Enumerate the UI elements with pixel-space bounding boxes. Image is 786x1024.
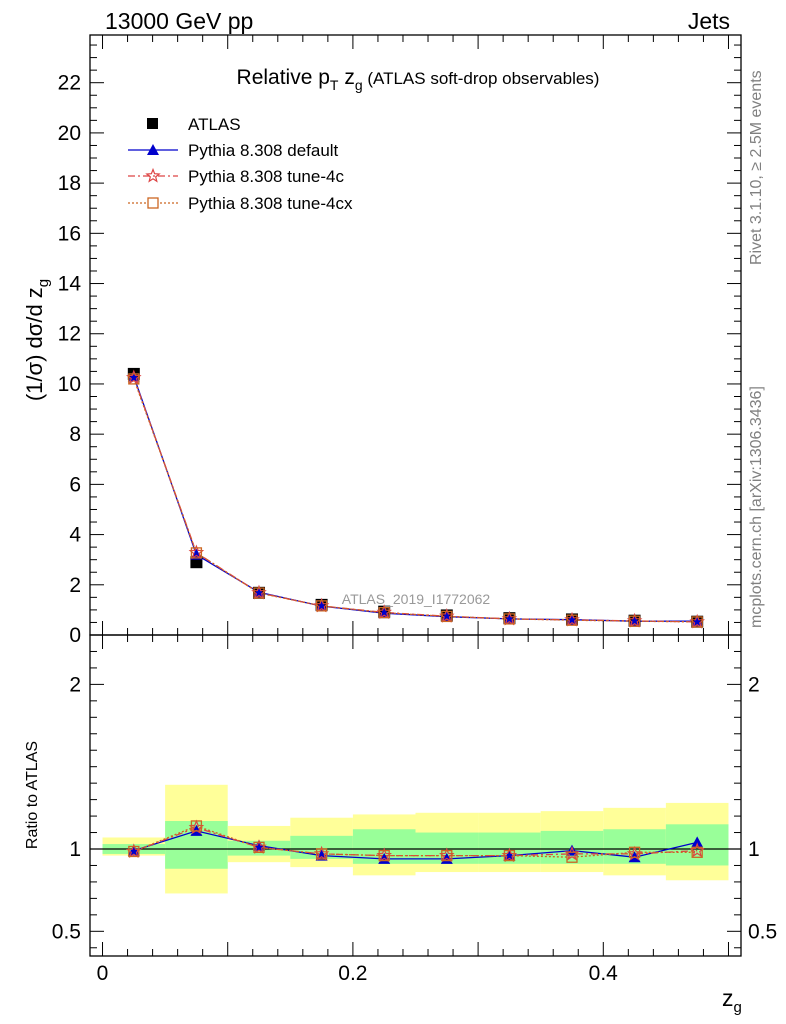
point-pythia-8-308-tune-4cx — [253, 587, 265, 599]
rivet-label: Rivet 3.1.10, ≥ 2.5M events — [748, 70, 765, 265]
ratio-point-pythia-8-308-tune-4cx — [566, 851, 578, 863]
ratio-line-pythia-8-308-tune-4c — [133, 826, 698, 857]
ratio-point-pythia-8-308-tune-4cx — [253, 841, 265, 854]
main-ytick-label: 12 — [58, 323, 81, 346]
title-mid: z — [338, 66, 354, 89]
main-ytick-label: 10 — [58, 373, 81, 396]
main-ticks: 0 2 4 6 8 10 12 14 16 18 20 22 — [58, 35, 741, 647]
main-ytick-label: 6 — [69, 473, 81, 496]
main-ytick-label: 18 — [58, 172, 81, 195]
legend-marker-tune4cx — [147, 197, 159, 209]
main-ytick-label: 20 — [58, 122, 81, 145]
ratio-point-pythia-8-308-tune-4cx — [441, 849, 453, 862]
point-pythia-8-308-tune-4cx — [128, 373, 140, 385]
analysis-watermark: ATLAS_2019_I1772062 — [342, 591, 491, 607]
legend-item-atlas: ATLAS — [147, 115, 241, 134]
ratio-point-pythia-8-308-tune-4cx — [190, 820, 203, 832]
main-ytick-label: 14 — [58, 273, 82, 296]
main-ytick-label: 4 — [69, 524, 81, 547]
point-pythia-8-308-tune-4cx — [566, 614, 578, 626]
mcplots-label: mcplots.cern.ch [arXiv:1306.3436] — [748, 386, 765, 628]
main-ytick-label: 8 — [69, 423, 81, 446]
legend-item-tune4cx: Pythia 8.308 tune-4cx — [128, 194, 353, 213]
ratio-marks — [90, 819, 741, 864]
series-line-pythia-8-308-tune-4cx — [133, 378, 698, 623]
ratio-point-pythia-8-308-tune-4cx — [503, 849, 516, 862]
ratio-ylabel: Ratio to ATLAS — [24, 741, 41, 849]
legend-item-default: Pythia 8.308 default — [128, 141, 339, 160]
main-title: Relative pT zg (ATLAS soft-drop observab… — [237, 66, 600, 93]
ratio-point-pythia-8-308-tune-4cx — [628, 846, 641, 858]
ylabel-main: (1/σ) dσ/d z — [22, 287, 47, 401]
ratio-xtick-label: 0.4 — [589, 962, 619, 985]
point-pythia-8-308-tune-4cx — [190, 547, 203, 559]
main-ytick-label: 0 — [69, 624, 81, 647]
header-right: Jets — [688, 8, 730, 34]
legend-marker-tune4c — [145, 167, 161, 183]
legend-label-default: Pythia 8.308 default — [188, 141, 339, 160]
ratio-ytick-label-right: 1 — [748, 838, 760, 861]
xlabel-sub: g — [734, 999, 742, 1016]
point-pythia-8-308-tune-4cx — [628, 615, 641, 627]
xlabel-main: z — [722, 985, 734, 1011]
ratio-point-pythia-8-308-tune-4cx — [315, 848, 328, 860]
ratio-xtick-label: 0 — [97, 962, 109, 985]
point-pythia-8-308-tune-4cx — [378, 607, 390, 619]
legend-marker-default — [147, 144, 159, 155]
legend-label-tune4c: Pythia 8.308 tune-4c — [188, 167, 344, 186]
ratio-xlabel: zg — [722, 985, 742, 1016]
main-ytick-label: 16 — [58, 222, 81, 245]
main-ylabel: (1/σ) dσ/d zg — [22, 279, 52, 401]
ratio-line-pythia-8-308-tune-4cx — [133, 825, 698, 858]
ratio-ytick-label: 0.5 — [52, 920, 81, 943]
point-pythia-8-308-tune-4cx — [441, 610, 453, 623]
series-line-pythia-8-308-default — [133, 376, 698, 622]
ratio-point-pythia-8-308-tune-4cx — [128, 845, 140, 858]
legend-item-tune4c: Pythia 8.308 tune-4c — [128, 167, 344, 186]
title-sub1: T — [330, 77, 339, 93]
ratio-ytick-label-right: 2 — [748, 673, 760, 696]
point-pythia-8-308-tune-4cx — [691, 616, 703, 628]
ratio-line-pythia-8-308-default — [133, 830, 698, 860]
ratio-xtick-label: 0.2 — [338, 962, 367, 985]
ratio-ytick-label-right: 0.5 — [748, 920, 777, 943]
legend-marker-atlas — [147, 118, 158, 129]
legend-label-atlas: ATLAS — [188, 115, 241, 134]
ratio-frame — [89, 634, 742, 957]
header-left: 13000 GeV pp — [105, 8, 253, 34]
main-marks — [125, 367, 706, 629]
ratio-panel: 0.5 0.5 1 1 2 2 0 0.2 0.4 Ratio to ATLAS zg — [24, 634, 777, 1016]
ratio-ytick-label: 1 — [69, 838, 81, 861]
series-line-pythia-8-308-tune-4c — [133, 377, 698, 623]
point-pythia-8-308-tune-4cx — [503, 613, 516, 625]
ylabel-sub: g — [35, 279, 52, 287]
title-pre: Relative p — [237, 66, 330, 89]
legend: ATLAS Pythia 8.308 default Pythia 8.308 … — [128, 115, 353, 213]
ratio-point-pythia-8-308-tune-4cx — [691, 846, 703, 858]
legend-label-tune4cx: Pythia 8.308 tune-4cx — [188, 194, 353, 213]
ratio-ticks: 0.5 0.5 1 1 2 2 0 0.2 0.4 — [52, 635, 777, 985]
ratio-point-pythia-8-308-default — [691, 836, 704, 848]
ratio-point-pythia-8-308-tune-4cx — [378, 849, 390, 862]
ratio-bands — [102, 784, 729, 894]
ratio-ytick-label: 2 — [69, 673, 81, 696]
ratio-point-pythia-8-308-default — [565, 844, 578, 856]
main-ytick-label: 22 — [58, 72, 81, 95]
title-post: (ATLAS soft-drop observables) — [363, 69, 600, 88]
point-pythia-8-308-tune-4cx — [315, 600, 328, 612]
main-ytick-label: 2 — [69, 574, 81, 597]
title-sub2: g — [355, 77, 363, 93]
